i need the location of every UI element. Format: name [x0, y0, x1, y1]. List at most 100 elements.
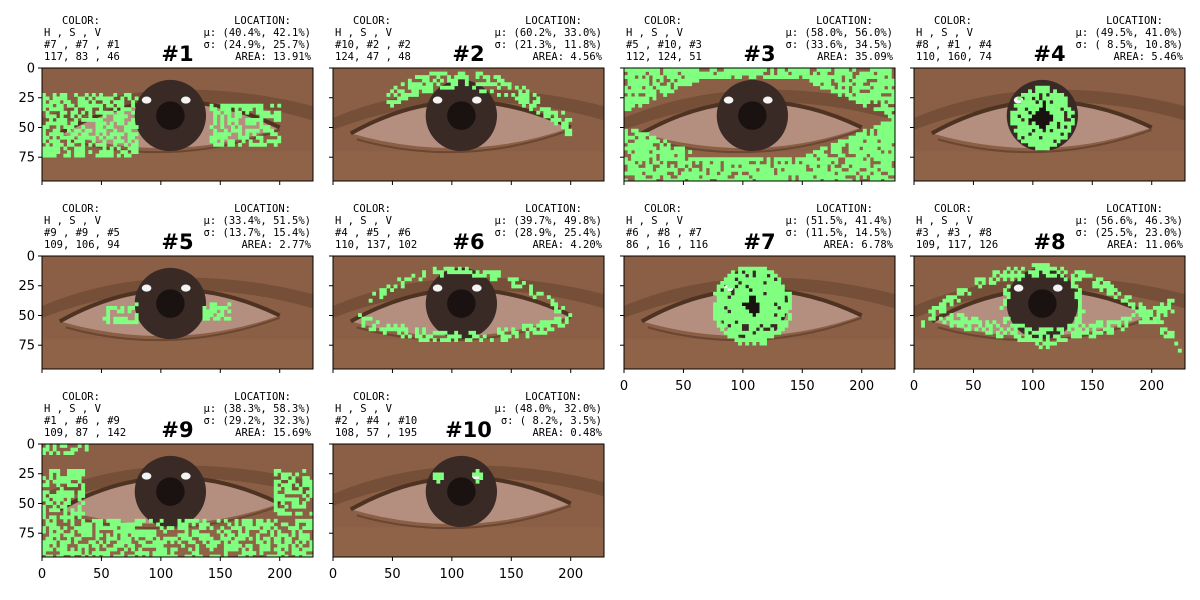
highlight-right — [181, 284, 191, 292]
cluster-ids: #8 , #1 , #4 — [916, 39, 992, 51]
panel-title: #10 — [445, 418, 492, 442]
axes-frame — [332, 255, 605, 370]
axes-frame — [41, 67, 314, 182]
ytick-label-50: 50 — [18, 497, 35, 512]
lower-lid-line — [356, 504, 572, 530]
location-sigma: σ: (11.5%, 14.5%) — [786, 227, 893, 239]
cluster-mask — [42, 444, 313, 557]
location-header: LOCATION: — [234, 203, 291, 215]
area-value: AREA: 6.78% — [823, 239, 893, 251]
eye-image — [624, 68, 895, 181]
panel-title: #3 — [743, 42, 775, 66]
eye-image — [333, 444, 604, 557]
lower-lid-line — [356, 128, 572, 154]
color-header: COLOR: — [644, 15, 682, 27]
highlight-right — [1053, 284, 1063, 292]
color-header: COLOR: — [62, 15, 100, 27]
color-value: 110, 137, 102 — [335, 239, 417, 251]
cluster-ids: #5 , #10, #3 — [626, 39, 702, 51]
eye-image — [42, 68, 313, 181]
location-header: LOCATION: — [525, 15, 582, 27]
panel-title: #2 — [452, 42, 484, 66]
pupil — [156, 101, 185, 130]
color-value: 109, 87 , 142 — [44, 427, 126, 439]
location-header: LOCATION: — [1106, 15, 1163, 27]
xtick-label-200: 200 — [558, 567, 583, 582]
cluster-ids: #7 , #7 , #1 — [44, 39, 120, 51]
location-header: LOCATION: — [1106, 203, 1163, 215]
color-value: 124, 47 , 48 — [335, 51, 411, 63]
location-mu: μ: (51.5%, 41.4%) — [786, 215, 893, 227]
panel-title: #9 — [161, 418, 193, 442]
axes-frame — [913, 255, 1186, 370]
xtick-label-50: 50 — [675, 379, 692, 394]
location-sigma: σ: (25.5%, 23.0%) — [1076, 227, 1183, 239]
cluster-mask — [102, 302, 232, 325]
location-mu: μ: (48.0%, 32.0%) — [495, 403, 602, 415]
highlight-left — [432, 96, 443, 104]
highlight-left — [141, 472, 152, 480]
location-sigma: σ: (33.6%, 34.5%) — [786, 39, 893, 51]
color-value: 108, 57 , 195 — [335, 427, 417, 439]
panel-title: #7 — [743, 230, 775, 254]
eye-image — [914, 68, 1185, 181]
xtick-label-50: 50 — [965, 379, 982, 394]
cluster-mask — [713, 266, 792, 346]
axes-frame — [623, 255, 896, 370]
cluster-ids: #2 , #4 , #10 — [335, 415, 417, 427]
eye-image — [624, 256, 895, 369]
lid-crease — [333, 465, 604, 506]
location-header: LOCATION: — [816, 15, 873, 27]
color-header: COLOR: — [353, 15, 391, 27]
ytick-label-50: 50 — [18, 121, 35, 136]
color-value: 110, 160, 74 — [916, 51, 992, 63]
lid-crease — [624, 277, 895, 318]
cluster-mask — [386, 71, 573, 137]
location-header: LOCATION: — [234, 391, 291, 403]
pupil — [447, 101, 476, 130]
lower-lid-line — [937, 128, 1153, 154]
area-value: AREA: 35.09% — [817, 51, 894, 63]
highlight-left — [723, 96, 734, 104]
location-header: LOCATION: — [816, 203, 873, 215]
xtick-label-100: 100 — [439, 567, 464, 582]
cluster-ids: #1 , #6 , #9 — [44, 415, 120, 427]
location-header: LOCATION: — [525, 203, 582, 215]
xtick-label-0: 0 — [620, 379, 628, 394]
ytick-label-0: 0 — [27, 250, 35, 265]
pupil — [738, 101, 767, 130]
highlight-right — [181, 96, 191, 104]
highlight-right — [472, 284, 482, 292]
axes-frame — [623, 67, 896, 182]
location-sigma: σ: (28.9%, 25.4%) — [495, 227, 602, 239]
ytick-label-50: 50 — [18, 309, 35, 324]
xtick-label-150: 150 — [208, 567, 233, 582]
eye-image — [42, 256, 313, 369]
location-mu: μ: (40.4%, 42.1%) — [204, 27, 311, 39]
lower-skin — [333, 527, 604, 557]
ytick-label-75: 75 — [18, 339, 35, 354]
area-value: AREA: 15.69% — [235, 427, 312, 439]
ytick-label-0: 0 — [27, 438, 35, 453]
lower-skin — [333, 339, 604, 369]
hsv-header: H , S , V — [916, 215, 974, 227]
hsv-header: H , S , V — [44, 27, 102, 39]
highlight-left — [141, 284, 152, 292]
xtick-label-150: 150 — [790, 379, 815, 394]
cluster-mask — [624, 68, 895, 181]
pupil — [156, 289, 185, 318]
highlight-right — [763, 96, 773, 104]
location-header: LOCATION: — [525, 391, 582, 403]
lower-lid-line — [65, 316, 281, 342]
location-header: LOCATION: — [234, 15, 291, 27]
cluster-ids: #9 , #9 , #5 — [44, 227, 120, 239]
pupil — [447, 477, 476, 506]
location-mu: μ: (39.7%, 49.8%) — [495, 215, 602, 227]
xtick-label-50: 50 — [384, 567, 401, 582]
hsv-header: H , S , V — [44, 215, 102, 227]
color-header: COLOR: — [62, 203, 100, 215]
